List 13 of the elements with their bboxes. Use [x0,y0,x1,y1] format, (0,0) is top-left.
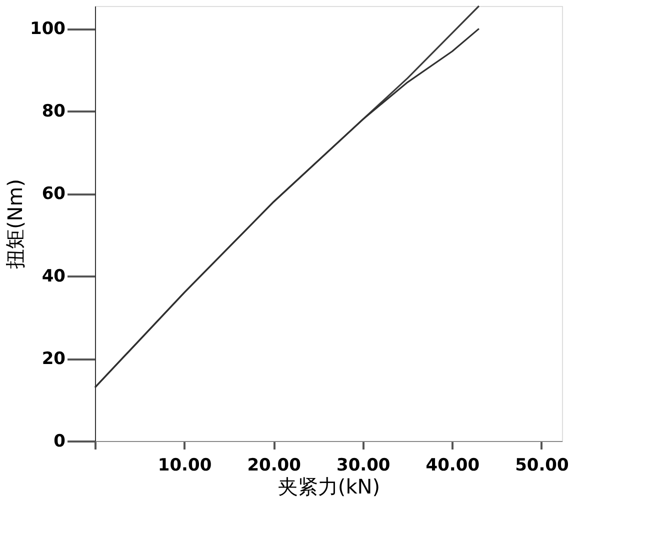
x-tick-label: 40.00 [426,456,480,476]
x-tick-label: 20.00 [247,456,302,476]
x-axis-title: 夹紧力(kN) [278,474,380,498]
y-tick-label: 80 [42,102,66,122]
x-tick-label: 10.00 [158,456,212,476]
y-tick-label: 60 [42,184,66,204]
y-axis-title: 扭矩(Nm) [3,178,28,270]
y-tick-label: 100 [30,19,66,40]
y-tick-label: 20 [42,349,66,370]
y-tick-label: 0 [54,432,66,452]
x-tick-label: 30.00 [336,456,390,476]
y-tick-label: 40 [42,266,66,287]
x-tick-label: 50.00 [515,456,570,476]
